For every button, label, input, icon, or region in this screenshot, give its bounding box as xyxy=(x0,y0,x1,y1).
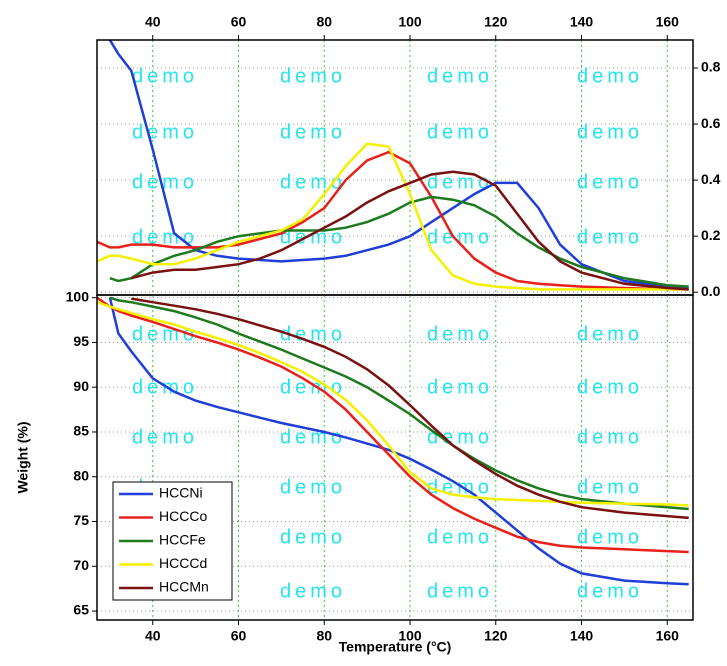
x-tick-label: 120 xyxy=(484,14,508,30)
watermark: demo xyxy=(577,426,643,448)
watermark: demo xyxy=(427,426,493,448)
watermark: demo xyxy=(280,526,346,548)
x-tick-label: 40 xyxy=(145,628,161,644)
watermark: demo xyxy=(427,171,493,193)
x-tick-label: 160 xyxy=(656,14,680,30)
watermark: demo xyxy=(280,171,346,193)
x-tick-label: 100 xyxy=(398,628,422,644)
y-tick-label: 80 xyxy=(73,467,89,483)
legend-label: HCCFe xyxy=(159,532,206,548)
legend-label: HCCCd xyxy=(159,555,207,571)
watermark: demo xyxy=(427,580,493,602)
watermark: demo xyxy=(577,476,643,498)
x-tick-label: 60 xyxy=(231,14,247,30)
y-tick-label: 0.2 xyxy=(701,227,721,243)
y-tick-label: 100 xyxy=(66,288,90,304)
y-tick-label: 95 xyxy=(73,333,89,349)
y-tick-label: 75 xyxy=(73,512,89,528)
y-tick-label: 0.0 xyxy=(701,283,721,299)
y-tick-label: 90 xyxy=(73,378,89,394)
watermark: demo xyxy=(427,376,493,398)
series-line xyxy=(97,142,689,291)
y-tick-label: 85 xyxy=(73,423,89,439)
legend-label: HCCCo xyxy=(159,508,207,524)
watermark: demo xyxy=(577,323,643,345)
x-tick-label: 140 xyxy=(570,628,594,644)
watermark: demo xyxy=(427,323,493,345)
x-axis-label: Temperature (°C) xyxy=(339,639,452,655)
watermark: demo xyxy=(577,580,643,602)
watermark: demo xyxy=(132,226,198,248)
watermark: demo xyxy=(132,121,198,143)
plot-frame xyxy=(96,294,694,621)
x-tick-label: 80 xyxy=(316,628,332,644)
x-tick-label: 140 xyxy=(570,14,594,30)
series-line xyxy=(108,297,689,586)
series-line xyxy=(97,150,689,291)
watermark: demo xyxy=(280,323,346,345)
legend-label: HCCNi xyxy=(159,485,203,501)
watermark: demo xyxy=(427,526,493,548)
watermark: demo xyxy=(280,476,346,498)
watermark: demo xyxy=(577,171,643,193)
x-tick-label: 100 xyxy=(398,14,422,30)
series-line xyxy=(131,297,689,520)
series-line xyxy=(97,301,689,507)
series-line xyxy=(108,40,689,290)
watermark: demo xyxy=(427,65,493,87)
watermark: demo xyxy=(132,323,198,345)
series-line xyxy=(130,170,689,291)
watermark: demo xyxy=(280,376,346,398)
y-tick-label: 65 xyxy=(73,602,89,618)
watermark: demo xyxy=(132,171,198,193)
series-line xyxy=(109,296,689,511)
x-tick-label: 160 xyxy=(656,628,680,644)
x-tick-label: 60 xyxy=(231,628,247,644)
watermark: demo xyxy=(280,580,346,602)
watermark: demo xyxy=(577,526,643,548)
watermark: demo xyxy=(280,65,346,87)
series-line xyxy=(97,296,689,554)
y-tick-label: 0.4 xyxy=(701,171,721,187)
watermark: demo xyxy=(577,376,643,398)
watermark: demo xyxy=(427,226,493,248)
y-axis-label: Weight (%) xyxy=(15,421,31,493)
x-tick-label: 120 xyxy=(484,628,508,644)
y-tick-label: 0.8 xyxy=(701,59,721,75)
watermark: demo xyxy=(132,65,198,87)
y-tick-label: 0.6 xyxy=(701,115,721,131)
watermark: demo xyxy=(577,121,643,143)
watermark: demo xyxy=(427,121,493,143)
x-tick-label: 80 xyxy=(316,14,332,30)
watermark: demo xyxy=(577,226,643,248)
y-tick-label: 70 xyxy=(73,557,89,573)
watermark: demo xyxy=(577,65,643,87)
watermark: demo xyxy=(280,121,346,143)
watermark: demo xyxy=(132,426,198,448)
legend-label: HCCMn xyxy=(159,579,209,595)
x-tick-label: 40 xyxy=(145,14,161,30)
